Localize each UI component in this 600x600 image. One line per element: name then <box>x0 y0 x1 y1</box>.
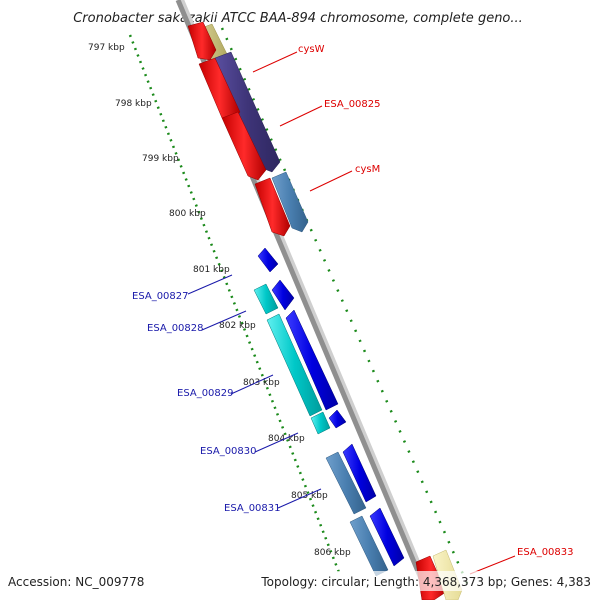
gene-arrow-blue-2[interactable] <box>271 279 295 311</box>
gene-label-ESA_00825[interactable]: ESA_00825 <box>324 99 381 110</box>
gene-arrow-cyan-small[interactable] <box>310 411 331 435</box>
gene-arrow-steel-ESA_00830[interactable] <box>325 451 367 515</box>
leader-ESA_00825 <box>279 105 323 127</box>
gene-arrow-blue-5[interactable] <box>369 507 405 567</box>
leader-ESA_00829 <box>230 374 274 395</box>
tick-label: 803 kbp <box>243 378 280 388</box>
tick-label: 799 kbp <box>142 154 179 164</box>
leader-cysW <box>252 51 298 73</box>
gene-arrow-steel-ESA_00831[interactable] <box>349 515 389 577</box>
gene-label-cysW[interactable]: cysW <box>298 44 325 55</box>
reverse-strand-genes <box>253 247 405 577</box>
tick-label: 800 kbp <box>169 209 206 219</box>
gene-label-ESA_00831[interactable]: ESA_00831 <box>224 503 281 514</box>
gene-label-ESA_00829[interactable]: ESA_00829 <box>177 388 234 399</box>
gene-arrow-red-4[interactable] <box>254 177 291 237</box>
gene-arrow-blue-ESA_00829[interactable] <box>285 309 339 411</box>
leader-cysM <box>309 170 353 192</box>
gene-arrow-cyan-ESA_00828[interactable] <box>266 313 323 417</box>
gene-label-ESA_00833[interactable]: ESA_00833 <box>517 547 574 558</box>
gene-label-ESA_00827[interactable]: ESA_00827 <box>132 291 189 302</box>
tick-label: 801 kbp <box>193 265 230 275</box>
gene-arrow-blue-4[interactable] <box>342 443 377 503</box>
leader-ESA_00831 <box>277 488 322 509</box>
accession-text: Accession: NC_009778 <box>8 575 144 589</box>
leader-ESA_00828 <box>201 310 247 331</box>
gene-arrow-steel-cysM[interactable] <box>271 171 309 233</box>
tick-label: 805 kbp <box>291 491 328 501</box>
gene-arrow-blue-3[interactable] <box>328 409 347 429</box>
footer-backdrop <box>255 571 595 591</box>
tick-label: 797 kbp <box>88 43 125 53</box>
gene-arrow-cyan-ESA_00827[interactable] <box>253 283 279 315</box>
gene-arrow-red-1[interactable] <box>187 21 217 61</box>
red-genes <box>187 21 291 237</box>
tick-label: 806 kbp <box>314 548 351 558</box>
topology-text: Topology: circular; Length: 4,368,373 bp… <box>260 575 591 589</box>
leader-ESA_00830 <box>254 432 299 453</box>
gene-labels: cysW ESA_00825 cysM ESA_00827 ESA_00828 … <box>132 44 574 558</box>
gene-label-ESA_00828[interactable]: ESA_00828 <box>147 323 204 334</box>
gene-arrow-red-3[interactable] <box>221 111 267 181</box>
tick-labels: 797 kbp 798 kbp 799 kbp 800 kbp 801 kbp … <box>88 43 351 558</box>
leader-ESA_00827 <box>187 274 233 295</box>
gene-arrow-blue-1[interactable] <box>257 247 279 273</box>
map-title: Cronobacter sakazakii ATCC BAA-894 chrom… <box>73 11 523 26</box>
gene-label-ESA_00830[interactable]: ESA_00830 <box>200 446 257 457</box>
tick-label: 798 kbp <box>115 99 152 109</box>
tick-label: 802 kbp <box>219 321 256 331</box>
gene-label-cysM[interactable]: cysM <box>355 164 380 175</box>
tick-label: 804 kbp <box>268 434 305 444</box>
